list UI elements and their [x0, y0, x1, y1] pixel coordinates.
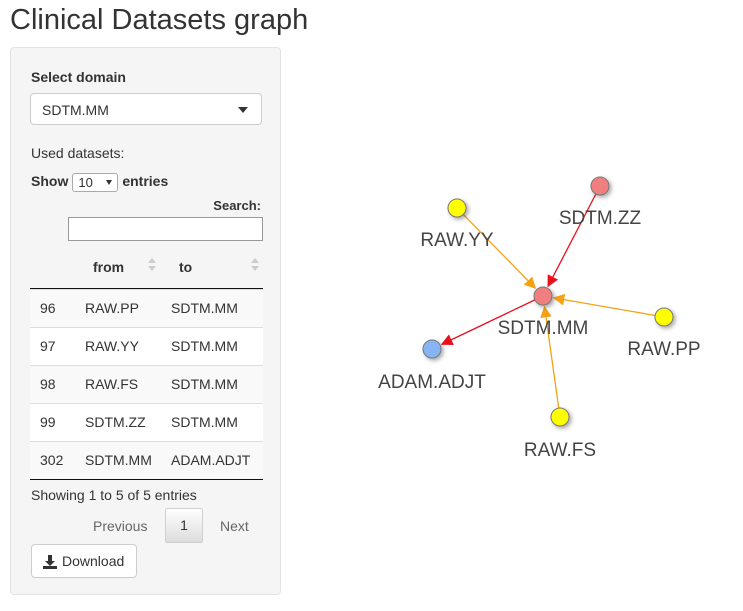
- cell-id: 96: [40, 300, 56, 316]
- graph-node[interactable]: RAW.FS: [524, 407, 596, 461]
- graph-edge: [552, 293, 656, 317]
- entries-label: entries: [122, 173, 169, 190]
- table-row[interactable]: 96 RAW.PP SDTM.MM: [30, 289, 263, 327]
- graph-node[interactable]: RAW.PP: [627, 307, 701, 360]
- cell-id: 302: [40, 452, 64, 468]
- show-entries: Show 10 entries: [31, 173, 168, 192]
- cell-from: RAW.YY: [85, 338, 139, 354]
- cell-id: 98: [40, 376, 56, 392]
- caret-down-icon: [238, 107, 248, 113]
- graph-node-label: RAW.FS: [524, 440, 596, 461]
- graph-node-label: SDTM.MM: [498, 318, 589, 339]
- cell-id: 97: [40, 338, 56, 354]
- page-1-button[interactable]: 1: [165, 508, 203, 543]
- graph-node[interactable]: RAW.YY: [420, 198, 494, 251]
- entries-length-value: 10: [78, 175, 93, 190]
- table-header: from to: [30, 250, 263, 289]
- graph-edge: [462, 213, 537, 289]
- graph-edges: [440, 193, 656, 409]
- cell-to: ADAM.ADJT: [171, 452, 251, 468]
- sort-both-icon[interactable]: [148, 258, 156, 272]
- graph-node-label: RAW.PP: [627, 339, 700, 360]
- graph-node-circle[interactable]: [550, 407, 570, 427]
- previous-page-button[interactable]: Previous: [93, 518, 148, 534]
- graph-node-label: RAW.YY: [420, 230, 494, 251]
- cell-from: SDTM.MM: [85, 452, 152, 468]
- domain-select-value: SDTM.MM: [42, 102, 109, 118]
- graph-node-circle[interactable]: [654, 307, 674, 327]
- cell-to: SDTM.MM: [171, 376, 238, 392]
- datasets-table: from to 96 RAW.PP SDTM.MM 97 RAW.YY SDTM…: [30, 250, 263, 480]
- table-row[interactable]: 97 RAW.YY SDTM.MM: [30, 327, 263, 365]
- download-label: Download: [62, 553, 125, 569]
- graph-edge: [540, 305, 560, 409]
- graph-node-circle[interactable]: [590, 176, 610, 196]
- graph-node[interactable]: SDTM.MM: [498, 286, 589, 339]
- sidebar-panel: Select domain SDTM.MM Used datasets: Sho…: [10, 47, 281, 595]
- graph-nodes: SDTM.MM SDTM.ZZ RAW.YY RAW.PP RAW.FS ADAM.ADJ…: [378, 176, 701, 461]
- domain-label: Select domain: [31, 69, 126, 85]
- page-title: Clinical Datasets graph: [10, 4, 309, 36]
- cell-id: 99: [40, 414, 56, 430]
- sort-both-icon[interactable]: [251, 258, 259, 272]
- graph-node-label: ADAM.ADJT: [378, 372, 486, 393]
- cell-from: RAW.PP: [85, 300, 139, 316]
- table-bottom-border: [30, 479, 263, 480]
- table-row[interactable]: 99 SDTM.ZZ SDTM.MM: [30, 403, 263, 441]
- next-page-button[interactable]: Next: [220, 518, 249, 534]
- graph-node[interactable]: ADAM.ADJT: [378, 339, 486, 393]
- graph-edge: [547, 193, 597, 288]
- graph-node-label: SDTM.ZZ: [559, 208, 642, 229]
- graph-node-circle[interactable]: [533, 286, 553, 306]
- graph-node[interactable]: SDTM.ZZ: [559, 176, 642, 229]
- graph-node-circle[interactable]: [447, 198, 467, 218]
- column-header-from[interactable]: from: [93, 259, 125, 275]
- show-label: Show: [31, 173, 69, 190]
- used-datasets-label: Used datasets:: [31, 145, 125, 161]
- entries-length-select[interactable]: 10: [72, 173, 119, 192]
- table-row[interactable]: 302 SDTM.MM ADAM.ADJT: [30, 441, 263, 479]
- download-icon: [43, 555, 57, 569]
- cell-to: SDTM.MM: [171, 338, 238, 354]
- table-row[interactable]: 98 RAW.FS SDTM.MM: [30, 365, 263, 403]
- caret-down-icon: [106, 180, 113, 185]
- download-button[interactable]: Download: [31, 544, 137, 578]
- cell-from: SDTM.ZZ: [85, 414, 146, 430]
- cell-from: RAW.FS: [85, 376, 139, 392]
- table-info: Showing 1 to 5 of 5 entries: [31, 487, 197, 503]
- cell-to: SDTM.MM: [171, 414, 238, 430]
- graph-edge: [440, 299, 536, 346]
- domain-select[interactable]: SDTM.MM: [30, 93, 262, 125]
- dataset-graph[interactable]: SDTM.MM SDTM.ZZ RAW.YY RAW.PP RAW.FS ADAM.ADJ…: [290, 40, 730, 470]
- column-header-to[interactable]: to: [179, 259, 193, 275]
- search-label: Search:: [213, 198, 261, 213]
- cell-to: SDTM.MM: [171, 300, 238, 316]
- search-input[interactable]: [68, 217, 263, 241]
- graph-node-circle[interactable]: [422, 339, 442, 359]
